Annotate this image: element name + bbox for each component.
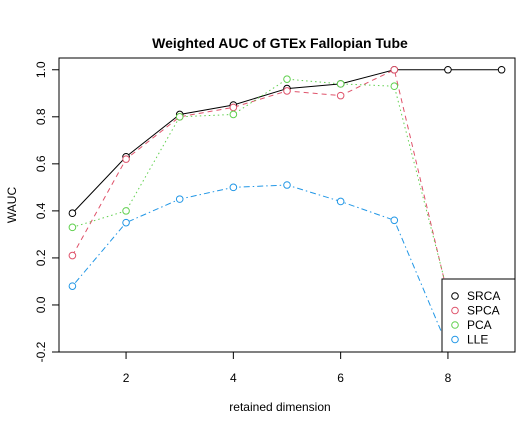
x-tick-label: 8 [445,371,452,385]
series-line-lle [72,184,449,348]
series-line-spca [71,69,449,296]
x-tick-label: 4 [230,371,237,385]
legend-marker [451,292,459,300]
y-tick-label: 0.6 [34,155,48,172]
legend-label: SRCA [467,289,500,303]
data-point [122,155,130,163]
legend-label: LLE [467,333,488,347]
data-point [336,80,345,88]
data-point [175,113,184,121]
data-point [68,251,77,260]
y-tick-label: 1.0 [34,61,48,78]
y-axis: -0.2 0.0 0.2 0.4 0.6 0.8 1.0 [34,61,59,362]
data-point [229,103,238,112]
data-point [175,195,184,203]
data-point [390,82,399,91]
y-tick-label: 0.0 [34,296,48,313]
x-axis: 2 4 6 8 [123,352,452,385]
data-point [497,65,506,74]
data-point [283,87,291,95]
data-point [122,207,130,215]
data-point [390,65,399,74]
plot-frame [58,57,516,353]
legend-label: PCA [467,318,492,332]
data-point [68,209,77,218]
legend-marker [451,321,459,329]
data-point [283,181,291,189]
y-tick-label: 0.2 [34,249,48,266]
x-tick-label: 2 [123,371,130,385]
legend-label: SPCA [467,304,500,318]
data-point [122,218,130,227]
y-tick-label: 0.8 [34,108,48,125]
data-point [390,216,399,225]
legend-marker [451,335,459,344]
series-lle [68,181,452,352]
y-axis-label: WAUC [5,187,19,224]
data-point [68,282,77,290]
x-axis-label: retained dimension [229,400,330,414]
x-tick-label: 6 [337,371,344,385]
data-point [229,110,238,119]
data-point [444,65,452,74]
series-layer [68,65,506,352]
y-tick-label: 0.4 [34,202,48,219]
chart-title: Weighted AUC of GTEx Fallopian Tube [152,35,408,51]
data-point [336,197,345,206]
data-point [336,91,345,100]
y-tick-label: -0.2 [34,341,48,362]
series-spca [68,65,452,300]
data-point [68,223,77,232]
legend-marker [451,306,459,315]
data-point [283,75,291,83]
data-point [229,183,238,192]
